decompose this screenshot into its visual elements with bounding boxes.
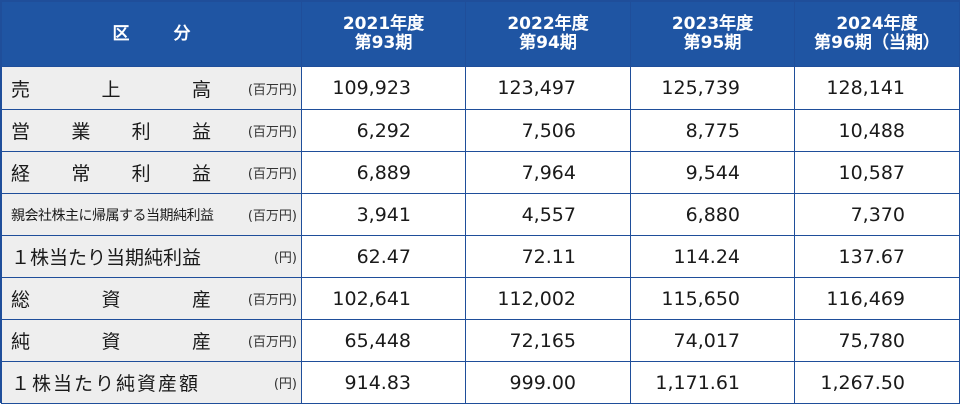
row-label: １株当たり純資産額 [11,373,201,395]
table-row-eps: １株当たり当期純利益 (円) 62.47 72.11 114.24 137.67 [1,235,960,278]
row-label-char: 利 [131,121,151,143]
value-cell: 75,780 [794,319,960,362]
row-label-cell: １株当たり純資産額 (円) [1,361,302,404]
value-cell: 109,923 [301,66,466,110]
row-label-char: 経 [11,163,31,185]
value-cell: 914.83 [301,361,466,404]
row-label: 営 業 利 益 [11,110,211,151]
row-label-char: 業 [71,121,91,143]
row-label-char: 資 [101,289,121,311]
value-cell: 999.00 [465,361,631,404]
row-label-char: 資 [101,331,121,353]
value-cell: 114.24 [630,235,795,278]
row-label-char: 高 [191,78,211,101]
row-unit: (円) [273,251,297,266]
value-cell: 3,941 [301,193,466,236]
row-unit: (百万円) [247,293,297,308]
table-row-total-assets: 総 資 産 (百万円) 102,641 112,002 115,650 116,… [1,277,960,320]
value-cell: 62.47 [301,235,466,278]
row-label-cell: 営 業 利 益 (百万円) [1,109,302,152]
row-label-char: 益 [191,121,211,143]
header-year-2021: 2021年度 第93期 [301,1,466,67]
header-year: 2024年度 [836,14,918,34]
row-label-cell: 経 常 利 益 (百万円) [1,151,302,194]
header-year: 2023年度 [671,14,754,34]
header-row: 区分 2021年度 第93期 2022年度 第94期 2023年度 第95期 2… [1,1,960,67]
row-label-char: 産 [191,331,211,353]
row-label: 売 上 高 [11,67,211,109]
row-label: 親会社株主に帰属する当期純利益 [11,207,214,224]
header-period: 第96期（当期） [814,33,940,53]
value-cell: 6,880 [630,193,795,236]
value-cell: 125,739 [630,66,795,110]
value-cell: 6,292 [301,109,466,152]
row-label-char: 産 [191,289,211,311]
row-label-char: 売 [11,78,31,101]
header-year: 2021年度 [342,14,425,34]
value-cell: 4,557 [465,193,631,236]
row-label-cell: 売 上 高 (百万円) [1,66,302,110]
row-label-cell: 総 資 産 (百万円) [1,277,302,320]
row-label-cell: １株当たり当期純利益 (円) [1,235,302,278]
value-cell: 10,587 [794,151,960,194]
row-label-cell: 純 資 産 (百万円) [1,319,302,362]
row-unit: (百万円) [247,125,297,140]
header-year: 2022年度 [507,14,589,34]
value-cell: 7,370 [794,193,960,236]
row-label-char: 利 [131,163,151,185]
row-label-cell: 親会社株主に帰属する当期純利益 (百万円) [1,193,302,236]
table-row-ordinary-profit: 経 常 利 益 (百万円) 6,889 7,964 9,544 10,587 [1,151,960,194]
value-cell: 1,267.50 [794,361,960,404]
row-label: 総 資 産 [11,278,211,319]
value-cell: 8,775 [630,109,795,152]
table-row-net-sales: 売 上 高 (百万円) 109,923 123,497 125,739 128,… [1,66,960,110]
value-cell: 74,017 [630,319,795,362]
header-period: 第94期 [519,33,577,53]
table-row-net-income: 親会社株主に帰属する当期純利益 (百万円) 3,941 4,557 6,880 … [1,193,960,236]
value-cell: 1,171.61 [630,361,795,404]
row-label-char: 純 [11,331,31,353]
value-cell: 65,448 [301,319,466,362]
row-label: 経 常 利 益 [11,152,211,193]
row-label-char: 上 [101,78,121,101]
value-cell: 116,469 [794,277,960,320]
row-label: 純 資 産 [11,320,211,361]
value-cell: 115,650 [630,277,795,320]
row-label-char: 総 [11,289,31,311]
row-unit: (円) [273,377,297,392]
value-cell: 72,165 [465,319,631,362]
header-category: 区分 [1,1,302,67]
value-cell: 7,506 [465,109,631,152]
table-row-operating-profit: 営 業 利 益 (百万円) 6,292 7,506 8,775 10,488 [1,109,960,152]
row-unit: (百万円) [247,82,297,98]
value-cell: 123,497 [465,66,631,110]
table-row-net-assets: 純 資 産 (百万円) 65,448 72,165 74,017 75,780 [1,319,960,362]
header-period: 第95期 [683,33,742,53]
value-cell: 102,641 [301,277,466,320]
header-year-2024: 2024年度 第96期（当期） [794,1,960,67]
header-year-2023: 2023年度 第95期 [630,1,795,67]
value-cell: 112,002 [465,277,631,320]
value-cell: 9,544 [630,151,795,194]
header-period: 第93期 [354,33,413,53]
header-year-2022: 2022年度 第94期 [465,1,631,67]
row-unit: (百万円) [247,209,297,224]
row-label-char: 益 [191,163,211,185]
value-cell: 137.67 [794,235,960,278]
row-label-char: 常 [71,163,91,185]
value-cell: 7,964 [465,151,631,194]
row-unit: (百万円) [247,167,297,182]
row-label: １株当たり当期純利益 [11,247,202,269]
value-cell: 72.11 [465,235,631,278]
value-cell: 128,141 [794,66,960,110]
row-label-char: 営 [11,121,31,143]
value-cell: 6,889 [301,151,466,194]
row-unit: (百万円) [247,335,297,350]
table-row-bps: １株当たり純資産額 (円) 914.83 999.00 1,171.61 1,2… [1,361,960,404]
value-cell: 10,488 [794,109,960,152]
